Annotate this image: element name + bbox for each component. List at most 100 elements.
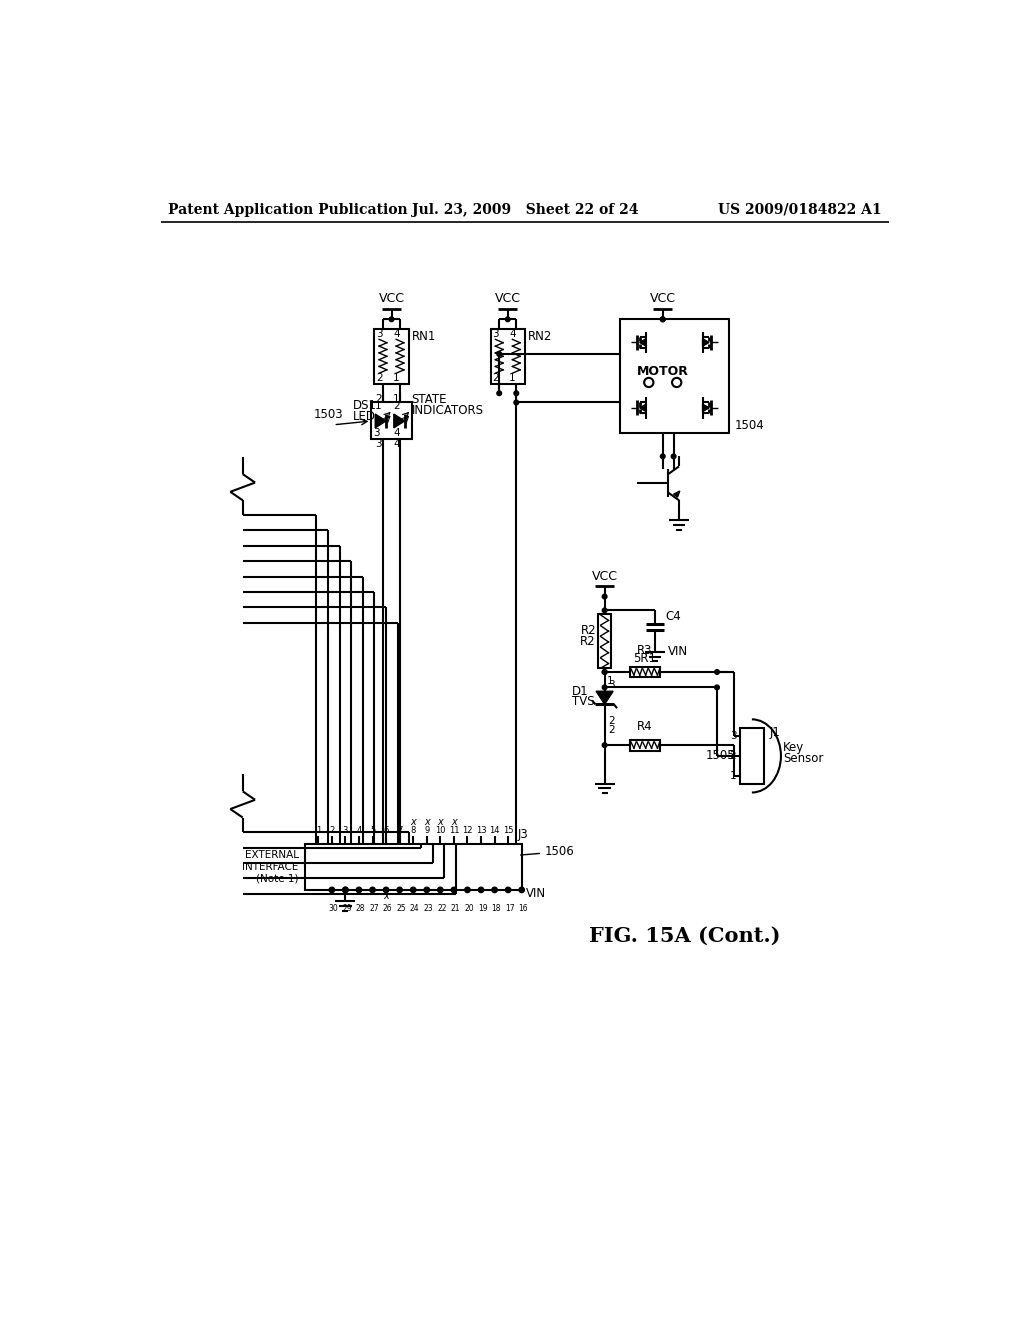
Text: STATE: STATE — [412, 393, 447, 407]
Circle shape — [602, 594, 607, 599]
Text: 4: 4 — [509, 329, 516, 339]
Circle shape — [370, 887, 375, 892]
Text: 3: 3 — [343, 826, 348, 836]
Text: Sensor: Sensor — [783, 752, 823, 766]
Text: R2: R2 — [581, 624, 596, 638]
Text: RN2: RN2 — [528, 330, 552, 343]
Text: 28: 28 — [355, 904, 366, 912]
Bar — [621, 319, 729, 433]
Text: R3: R3 — [637, 644, 652, 656]
Circle shape — [452, 887, 457, 892]
Circle shape — [602, 743, 607, 747]
Circle shape — [411, 887, 416, 892]
Text: 7: 7 — [397, 826, 402, 836]
Circle shape — [329, 887, 335, 892]
Circle shape — [497, 391, 502, 396]
Text: 1504: 1504 — [735, 418, 765, 432]
Text: 10: 10 — [435, 826, 445, 836]
Text: 27: 27 — [370, 904, 379, 912]
Circle shape — [715, 685, 719, 689]
Text: 20: 20 — [464, 904, 474, 912]
Text: 1: 1 — [607, 676, 613, 686]
Circle shape — [506, 887, 511, 892]
Text: x: x — [424, 817, 430, 826]
Text: 25: 25 — [396, 904, 406, 912]
Text: J3: J3 — [518, 828, 528, 841]
Text: 8: 8 — [411, 826, 416, 836]
Circle shape — [602, 685, 607, 689]
Circle shape — [389, 317, 394, 322]
Text: RN1: RN1 — [412, 330, 436, 343]
Polygon shape — [596, 692, 613, 705]
Text: 21: 21 — [451, 904, 460, 912]
Circle shape — [343, 887, 348, 892]
Text: 2: 2 — [329, 826, 335, 836]
Text: 18: 18 — [492, 904, 501, 912]
Text: 12: 12 — [462, 826, 473, 836]
Bar — [490, 329, 524, 384]
Text: VIN: VIN — [669, 645, 688, 659]
Text: 1: 1 — [509, 372, 516, 383]
Text: Key: Key — [783, 741, 804, 754]
Text: VCC: VCC — [495, 293, 521, 305]
Text: 1: 1 — [393, 395, 399, 404]
Text: 2: 2 — [393, 401, 399, 412]
Text: 3: 3 — [608, 680, 615, 690]
Text: DS1: DS1 — [352, 399, 377, 412]
Polygon shape — [394, 414, 404, 428]
Text: 16: 16 — [518, 904, 528, 912]
Text: VIN: VIN — [525, 887, 546, 900]
Circle shape — [519, 887, 524, 892]
Polygon shape — [640, 404, 646, 412]
Bar — [375, 329, 409, 384]
Text: x: x — [451, 817, 457, 826]
Text: 11: 11 — [449, 826, 459, 836]
Text: R4: R4 — [637, 719, 652, 733]
Text: 3: 3 — [373, 428, 380, 438]
Circle shape — [660, 317, 665, 322]
Text: 1506: 1506 — [520, 845, 574, 858]
Bar — [630, 739, 659, 751]
Text: 17: 17 — [505, 904, 514, 912]
Bar — [598, 614, 611, 668]
Circle shape — [660, 317, 665, 322]
Polygon shape — [640, 339, 646, 346]
Text: 3: 3 — [375, 440, 382, 449]
Circle shape — [602, 669, 607, 675]
Text: 1: 1 — [730, 771, 736, 781]
Text: 19: 19 — [478, 904, 487, 912]
Polygon shape — [674, 491, 680, 498]
Circle shape — [343, 887, 348, 892]
Text: Patent Application Publication: Patent Application Publication — [168, 203, 408, 216]
Text: 3: 3 — [376, 329, 383, 339]
Text: Jul. 23, 2009   Sheet 22 of 24: Jul. 23, 2009 Sheet 22 of 24 — [412, 203, 638, 216]
Bar — [630, 667, 659, 677]
Text: EXTERNAL
INTERFACE
(Note 1): EXTERNAL INTERFACE (Note 1) — [242, 850, 299, 883]
Polygon shape — [702, 339, 709, 346]
Text: 1: 1 — [393, 372, 399, 383]
Circle shape — [356, 887, 361, 892]
Polygon shape — [702, 404, 709, 412]
Circle shape — [506, 317, 510, 322]
Circle shape — [602, 669, 607, 675]
Text: 14: 14 — [489, 826, 500, 836]
Text: C4: C4 — [666, 610, 682, 623]
Text: 2: 2 — [608, 715, 615, 726]
Text: VCC: VCC — [592, 570, 617, 582]
Text: 2: 2 — [608, 725, 615, 735]
Text: 5: 5 — [370, 826, 375, 836]
Text: MOTOR: MOTOR — [637, 366, 689, 379]
Text: 26: 26 — [383, 904, 392, 912]
Text: TVS: TVS — [572, 694, 595, 708]
Text: VCC: VCC — [379, 293, 404, 305]
Text: 1: 1 — [315, 826, 321, 836]
Text: 1503: 1503 — [314, 408, 344, 421]
Bar — [740, 729, 764, 784]
Circle shape — [660, 454, 665, 459]
Text: 4: 4 — [393, 329, 399, 339]
Circle shape — [397, 887, 402, 892]
Circle shape — [383, 887, 389, 892]
Circle shape — [424, 887, 429, 892]
Circle shape — [465, 887, 470, 892]
Circle shape — [715, 669, 719, 675]
